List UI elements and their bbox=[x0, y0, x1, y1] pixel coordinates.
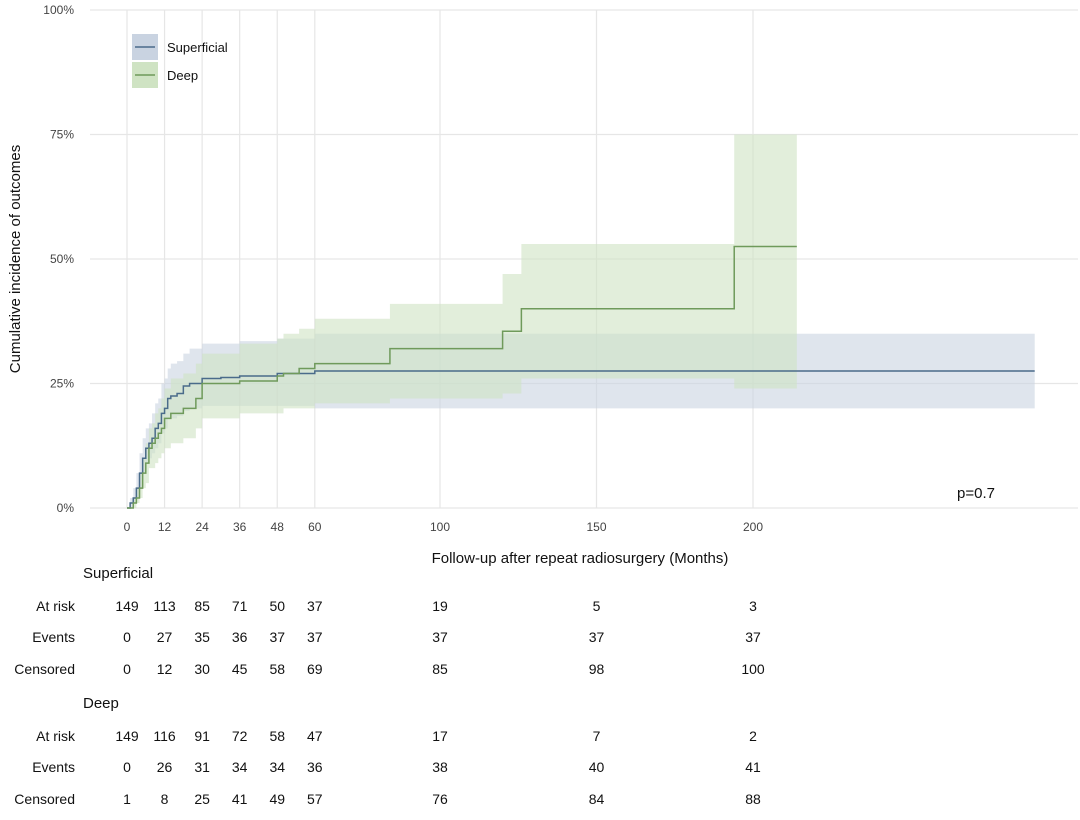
risk-cell: 91 bbox=[194, 728, 210, 744]
risk-cell: 49 bbox=[269, 791, 285, 807]
risk-cell: 98 bbox=[589, 661, 605, 677]
risk-cell: 38 bbox=[432, 759, 448, 775]
risk-cell: 41 bbox=[232, 791, 248, 807]
risk-cell: 36 bbox=[307, 759, 323, 775]
risk-cell: 100 bbox=[741, 661, 765, 677]
risk-cell: 27 bbox=[157, 629, 173, 645]
y-tick-label: 50% bbox=[50, 252, 74, 266]
risk-cell: 37 bbox=[745, 629, 761, 645]
risk-group-title: Deep bbox=[83, 695, 119, 712]
x-tick-label: 200 bbox=[743, 520, 763, 534]
risk-cell: 85 bbox=[194, 598, 210, 614]
risk-row-label: Events bbox=[32, 629, 75, 645]
risk-cell: 26 bbox=[157, 759, 173, 775]
risk-cell: 88 bbox=[745, 791, 761, 807]
risk-cell: 2 bbox=[749, 728, 757, 744]
risk-cell: 35 bbox=[194, 629, 210, 645]
risk-cell: 37 bbox=[432, 629, 448, 645]
risk-cell: 25 bbox=[194, 791, 210, 807]
axis-labels: Cumulative incidence of outcomes Follow-… bbox=[7, 3, 995, 567]
risk-row-label: At risk bbox=[36, 598, 76, 614]
risk-cell: 0 bbox=[123, 759, 131, 775]
legend-label-deep: Deep bbox=[167, 68, 198, 83]
x-tick-label: 12 bbox=[158, 520, 172, 534]
confidence-bands bbox=[127, 134, 1035, 508]
risk-cell: 47 bbox=[307, 728, 323, 744]
risk-cell: 0 bbox=[123, 629, 131, 645]
risk-cell: 3 bbox=[749, 598, 757, 614]
x-tick-label: 150 bbox=[586, 520, 606, 534]
risk-cell: 37 bbox=[307, 598, 323, 614]
x-tick-label: 36 bbox=[233, 520, 247, 534]
risk-cell: 58 bbox=[269, 728, 285, 744]
risk-row-label: At risk bbox=[36, 728, 76, 744]
risk-cell: 76 bbox=[432, 791, 448, 807]
risk-row-label: Events bbox=[32, 759, 75, 775]
risk-cell: 34 bbox=[269, 759, 285, 775]
risk-cell: 1 bbox=[123, 791, 131, 807]
risk-cell: 40 bbox=[589, 759, 605, 775]
risk-cell: 17 bbox=[432, 728, 448, 744]
x-tick-label: 60 bbox=[308, 520, 322, 534]
y-tick-label: 0% bbox=[57, 501, 75, 515]
risk-cell: 58 bbox=[269, 661, 285, 677]
incidence-lines bbox=[127, 245, 1035, 509]
risk-group-title: Superficial bbox=[83, 565, 153, 582]
risk-cell: 71 bbox=[232, 598, 248, 614]
risk-cell: 19 bbox=[432, 598, 448, 614]
risk-cell: 30 bbox=[194, 661, 210, 677]
y-tick-label: 25% bbox=[50, 377, 74, 391]
y-tick-label: 75% bbox=[50, 128, 74, 142]
risk-cell: 85 bbox=[432, 661, 448, 677]
risk-cell: 5 bbox=[593, 598, 601, 614]
risk-cell: 116 bbox=[153, 728, 176, 744]
risk-cell: 84 bbox=[589, 791, 605, 807]
y-tick-label: 100% bbox=[43, 3, 74, 17]
risk-cell: 37 bbox=[269, 629, 285, 645]
incidence-line-superficial bbox=[127, 370, 1035, 509]
risk-row-label: Censored bbox=[14, 791, 75, 807]
risk-cell: 37 bbox=[589, 629, 605, 645]
x-axis-title: Follow-up after repeat radiosurgery (Mon… bbox=[432, 550, 729, 567]
risk-cell: 57 bbox=[307, 791, 323, 807]
risk-row-label: Censored bbox=[14, 661, 75, 677]
risk-cell: 72 bbox=[232, 728, 248, 744]
ci-band-deep bbox=[127, 134, 797, 508]
risk-cell: 45 bbox=[232, 661, 248, 677]
risk-cell: 34 bbox=[232, 759, 248, 775]
x-tick-label: 0 bbox=[124, 520, 131, 534]
x-tick-label: 48 bbox=[271, 520, 285, 534]
risk-cell: 0 bbox=[123, 661, 131, 677]
risk-cell: 69 bbox=[307, 661, 323, 677]
incidence-line-deep bbox=[127, 245, 797, 509]
risk-cell: 149 bbox=[115, 598, 139, 614]
legend-label-superficial: Superficial bbox=[167, 40, 228, 55]
risk-cell: 41 bbox=[745, 759, 761, 775]
legend: Superficial Deep bbox=[132, 34, 228, 88]
risk-cell: 8 bbox=[161, 791, 169, 807]
risk-cell: 149 bbox=[115, 728, 139, 744]
risk-cell: 31 bbox=[194, 759, 210, 775]
risk-cell: 50 bbox=[269, 598, 285, 614]
risk-cell: 37 bbox=[307, 629, 323, 645]
risk-cell: 12 bbox=[157, 661, 173, 677]
x-tick-label: 100 bbox=[430, 520, 450, 534]
p-value-annotation: p=0.7 bbox=[957, 485, 995, 502]
y-axis-title: Cumulative incidence of outcomes bbox=[7, 145, 24, 373]
x-tick-label: 24 bbox=[195, 520, 209, 534]
risk-cell: 113 bbox=[153, 598, 176, 614]
risk-cell: 7 bbox=[593, 728, 601, 744]
risk-cell: 36 bbox=[232, 629, 248, 645]
